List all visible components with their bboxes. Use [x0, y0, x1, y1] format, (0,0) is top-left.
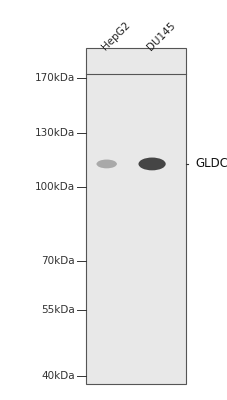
Text: 70kDa: 70kDa: [41, 256, 75, 266]
Bar: [86, 48, 186, 384]
Text: HepG2: HepG2: [100, 20, 132, 52]
Text: 100kDa: 100kDa: [35, 182, 75, 192]
Ellipse shape: [138, 158, 166, 170]
Ellipse shape: [96, 160, 117, 168]
Text: 40kDa: 40kDa: [41, 371, 75, 381]
Text: DU145: DU145: [145, 20, 177, 52]
Text: 130kDa: 130kDa: [35, 128, 75, 138]
Text: GLDC: GLDC: [195, 158, 227, 170]
Text: 170kDa: 170kDa: [35, 73, 75, 83]
Text: 55kDa: 55kDa: [41, 306, 75, 316]
